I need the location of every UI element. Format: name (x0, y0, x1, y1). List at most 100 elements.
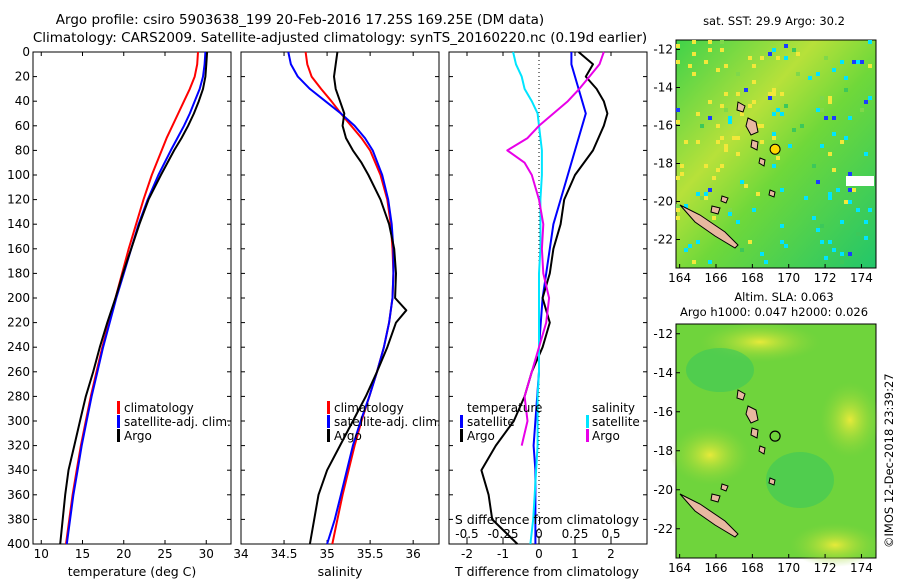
x-tick-label: 35 (319, 547, 334, 561)
x-tick-label: -1 (497, 547, 509, 561)
sst-pixel (824, 256, 828, 260)
sst-pixel (768, 96, 772, 100)
vanuatu-island (736, 389, 746, 401)
vanuatu-island (750, 139, 759, 151)
salinity-legend: climatology satellite-adj. clim. Argo (327, 401, 441, 443)
sst-pixel (768, 52, 772, 56)
y-tick-label: 20 (15, 70, 30, 84)
credit-text: ©IMOS 12-Dec-2018 23:39:27 (882, 373, 896, 548)
sst-pixel (760, 140, 764, 144)
sst-pixel (776, 108, 780, 112)
sst-pixel (868, 96, 872, 100)
sst-pixel (692, 72, 696, 76)
difference-axes-frame (448, 51, 648, 545)
vanuatu-island (745, 117, 759, 136)
sst-pixel (776, 156, 780, 160)
salinity-xlabel: salinity (318, 564, 363, 579)
sst-pixel (828, 96, 832, 100)
sst-map-pixels (676, 40, 874, 264)
loyalty-island (720, 483, 729, 492)
map-y-tick-label: -22 (653, 522, 673, 536)
sst-pixel (856, 60, 860, 64)
sst-pixel (724, 148, 728, 152)
x2-tick-label: 0 (535, 527, 543, 541)
sst-pixel (832, 116, 836, 120)
sst-pixel (772, 48, 776, 52)
sst-pixel (808, 76, 812, 80)
x2-tick-label: -0.5 (455, 527, 478, 541)
salinity-lines (287, 51, 408, 545)
map-y-tick-label: -16 (653, 119, 673, 133)
x-tick-label: 20 (116, 547, 131, 561)
sst-pixel (792, 48, 796, 52)
figure-title-line1: Argo profile: csiro 5903638_199 20-Feb-2… (56, 12, 544, 28)
sst-pixel (812, 216, 816, 220)
sst-pixel (704, 196, 708, 200)
map-y-tick-label: -12 (653, 327, 673, 341)
y-tick-label: 220 (7, 316, 30, 330)
sla-map-islands (679, 389, 776, 538)
sst-pixel (708, 116, 712, 120)
sst-pixel (868, 64, 872, 68)
sst-pixel (692, 40, 696, 44)
sst-pixel (752, 80, 756, 84)
sst-pixel (740, 112, 744, 116)
y-tick-label: 360 (7, 488, 30, 502)
sst-pixel (708, 260, 712, 264)
legend-argo-swatch (117, 429, 120, 442)
legend-satellite-swatch (117, 415, 120, 428)
x-tick-label: 30 (199, 547, 214, 561)
sst-pixel (676, 216, 680, 220)
sst-pixel (768, 92, 772, 96)
sst-pixel (860, 60, 864, 64)
temperature-ticks: 0 20 40 60 80 100 120 140 160 180 200 220 240 260 280 3… (7, 45, 231, 561)
sst-pixel (856, 232, 860, 236)
temperature-xlabel: temperature (deg C) (68, 564, 197, 579)
sst-pixel (752, 208, 756, 212)
sst-pixel (748, 56, 752, 60)
sst-pixel (736, 220, 740, 224)
sst-pixel (724, 92, 728, 96)
y-tick-label: 320 (7, 439, 30, 453)
sst-pixel (756, 124, 760, 128)
sst-pixel (748, 240, 752, 244)
legend-t-argo-swatch (460, 429, 463, 442)
sst-pixel (832, 248, 836, 252)
temperature-panel: 0 20 40 60 80 100 120 140 160 180 200 220 240 260 280 3… (7, 45, 232, 579)
new-caledonia-island (679, 204, 739, 249)
sst-pixel (688, 64, 692, 68)
x-tick-label: 25 (157, 547, 172, 561)
sst-pixel (780, 224, 784, 228)
vanuatu-island (768, 477, 776, 486)
y-tick-label: 400 (7, 537, 30, 551)
legend-argo-label: Argo (124, 429, 152, 443)
sst-pixel (864, 220, 868, 224)
sst-pixel (760, 124, 764, 128)
sla-low-blob (766, 452, 834, 508)
sst-pixel (700, 196, 704, 200)
legend-climatology-label: climatology (334, 401, 404, 415)
sst-pixel (832, 68, 836, 72)
sst-pixel (752, 64, 756, 68)
loyalty-island (710, 493, 721, 503)
sst-pixel (692, 260, 696, 264)
sst-pixel (724, 64, 728, 68)
sst-pixel (676, 44, 680, 48)
sst-pixel (852, 60, 856, 64)
map-x-tick-label: 164 (668, 561, 691, 575)
salinity-axes-frame (240, 51, 440, 545)
sst-map-title: sat. SST: 29.9 Argo: 30.2 (703, 14, 845, 28)
legend-t-satellite-label: satellite (467, 415, 515, 429)
map-y-tick-label: -14 (653, 81, 673, 95)
sst-pixel (708, 48, 712, 52)
difference-ticks: -2 -1 0 1 2-0.5 -0.25 0 0.25 0.5 (449, 51, 647, 561)
y-tick-label: 80 (15, 143, 30, 157)
sst-pixel (716, 68, 720, 72)
y-tick-label: 120 (7, 193, 30, 207)
vanuatu-island (736, 101, 746, 113)
map-x-tick-label: 168 (741, 561, 764, 575)
sst-pixel (720, 104, 724, 108)
map-y-tick-label: -14 (653, 366, 673, 380)
sst-map-islands (679, 101, 776, 249)
sst-pixel (708, 40, 712, 44)
